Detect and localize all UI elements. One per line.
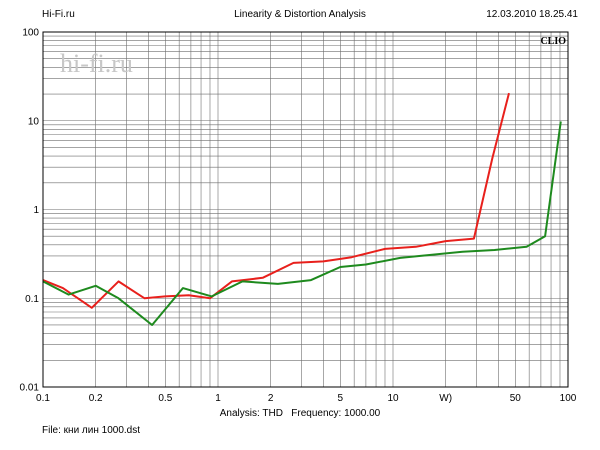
x-tick-label: 100 (560, 393, 577, 404)
y-tick-label: 100 (22, 28, 39, 39)
frequency-label: Frequency: 1000.00 (291, 408, 381, 419)
x-tick-label: 2 (268, 393, 274, 404)
header-site-label: Hi-Fi.ru (42, 9, 75, 20)
chart-series-group (42, 92, 562, 326)
x-tick-label: 0.5 (158, 393, 172, 404)
x-tick-labels: 0.1 0.2 0.5 1 2 5 10 W) 50 100 (36, 393, 577, 404)
x-tick-label: 0.1 (36, 393, 50, 404)
series-line-2 (42, 121, 562, 326)
x-tick-label: 0.2 (89, 393, 103, 404)
y-tick-label: 10 (28, 116, 40, 127)
analysis-label: Analysis: THD (219, 408, 283, 419)
x-tick-label: 5 (338, 393, 344, 404)
plot-frame (42, 31, 569, 388)
y-tick-label: 0.1 (25, 294, 39, 305)
file-label: File: кни лин 1000.dst (42, 425, 141, 436)
x-tick-label: 1 (215, 393, 221, 404)
analysis-info: Analysis: THD Frequency: 1000.00 (0, 408, 600, 419)
x-tick-label: 10 (387, 393, 399, 404)
watermark: hi-fi.ru (60, 49, 133, 78)
series-line-1 (42, 92, 510, 309)
chart-grid (43, 32, 568, 387)
clio-brand-label: CLIO (540, 36, 566, 47)
y-tick-label: 0.01 (20, 383, 40, 394)
header-datetime: 12.03.2010 18.25.41 (486, 9, 578, 20)
y-tick-labels: 0.01 0.1 1 10 100 (20, 28, 40, 394)
x-tick-label: 50 (510, 393, 522, 404)
chart-title: Linearity & Distortion Analysis (234, 9, 366, 20)
y-tick-label: 1 (33, 205, 39, 216)
x-tick-label: W) (439, 393, 452, 404)
